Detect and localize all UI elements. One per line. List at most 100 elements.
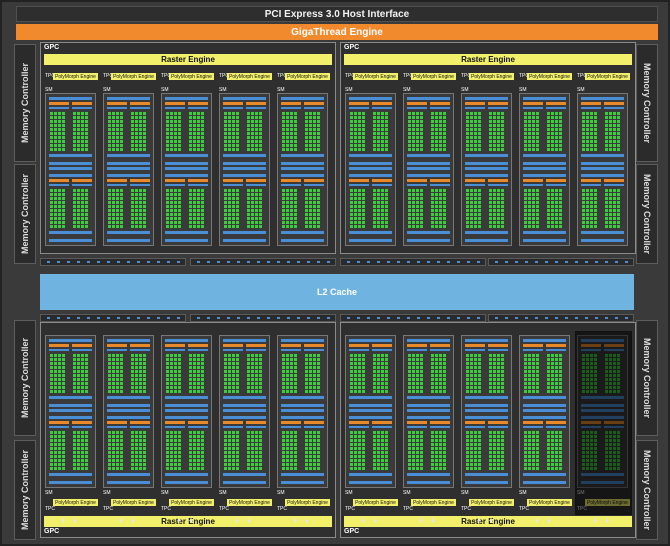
cuda-core [228,124,231,127]
cuda-core [305,116,308,119]
cuda-core [420,205,423,208]
cuda-core [497,189,500,192]
cuda-core [377,467,380,470]
cuda-core [466,193,469,196]
cuda-core [408,443,411,446]
l1-shared-memory [465,404,508,407]
cuda-core [497,140,500,143]
cuda-core [377,390,380,393]
cuda-core [408,201,411,204]
cuda-core [408,205,411,208]
cuda-core [474,386,477,389]
cuda-core [58,451,61,454]
cuda-core [377,148,380,151]
cuda-core [77,459,80,462]
cuda-core [189,455,192,458]
cuda-core [193,366,196,369]
cuda-core [174,362,177,365]
cuda-core [62,144,65,147]
cuda-core [170,358,173,361]
cuda-core [77,128,80,131]
cuda-core [313,201,316,204]
cuda-core [73,435,76,438]
cuda-core [547,467,550,470]
cuda-core [536,124,539,127]
cuda-core [189,120,192,123]
crossbar-link [585,261,588,263]
cuda-core [120,209,123,212]
cuda-core [259,112,262,115]
cuda-core [350,217,353,220]
cuda-core [536,362,539,365]
sm-partition [349,416,392,478]
cuda-core [466,148,469,151]
cuda-core [497,390,500,393]
cuda-core [431,443,434,446]
cuda-core [613,197,616,200]
cuda-core [555,370,558,373]
cuda-core [470,447,473,450]
bidirectional-arrow-icon [61,510,79,523]
cuda-core [116,209,119,212]
cuda-core [594,217,597,220]
cuda-core [166,136,169,139]
cuda-core [420,386,423,389]
cuda-core [551,144,554,147]
dispatch-unit [107,184,127,186]
cuda-core [317,467,320,470]
cuda-core [524,378,527,381]
cuda-core [317,431,320,434]
cuda-core [528,439,531,442]
cuda-core [197,148,200,151]
l1-shared-memory [281,162,324,165]
crossbar-link [197,317,200,319]
cuda-core [228,366,231,369]
cuda-core [247,386,250,389]
cuda-core [350,366,353,369]
cuda-core [431,431,434,434]
crossbar-link [447,261,450,263]
cuda-core [605,148,608,151]
cuda-core [236,390,239,393]
cuda-core [77,120,80,123]
cuda-core [166,451,169,454]
register-file [49,97,92,100]
cuda-core [362,378,365,381]
cuda-core [282,447,285,450]
cuda-core [201,124,204,127]
cuda-core [551,455,554,458]
cuda-core [174,120,177,123]
cuda-core [236,366,239,369]
cuda-core [547,140,550,143]
cuda-core [174,144,177,147]
memory-controller-label: Memory Controller [642,62,653,144]
cuda-core [362,221,365,224]
cuda-core [559,193,562,196]
dispatch-unit [465,426,485,428]
cuda-core [532,378,535,381]
cuda-core [85,455,88,458]
texture-units [407,409,450,412]
cuda-core [609,217,612,220]
cuda-core [358,435,361,438]
cuda-core [259,370,262,373]
cuda-core [73,447,76,450]
cuda-core [247,358,250,361]
cuda-core [385,386,388,389]
cuda-core [197,205,200,208]
warp-scheduler [488,344,508,347]
cuda-core [193,209,196,212]
cuda-core [590,205,593,208]
dispatch-unit [349,107,369,109]
cuda-core [108,148,111,151]
cuda-core [524,435,527,438]
cuda-core [228,116,231,119]
cuda-core [81,467,84,470]
sm-interconnect [407,239,450,242]
load-store-units [465,396,508,399]
cuda-core [439,354,442,357]
cuda-core [305,217,308,220]
load-store-units [281,154,324,157]
cuda-core [178,431,181,434]
cuda-core [120,205,123,208]
